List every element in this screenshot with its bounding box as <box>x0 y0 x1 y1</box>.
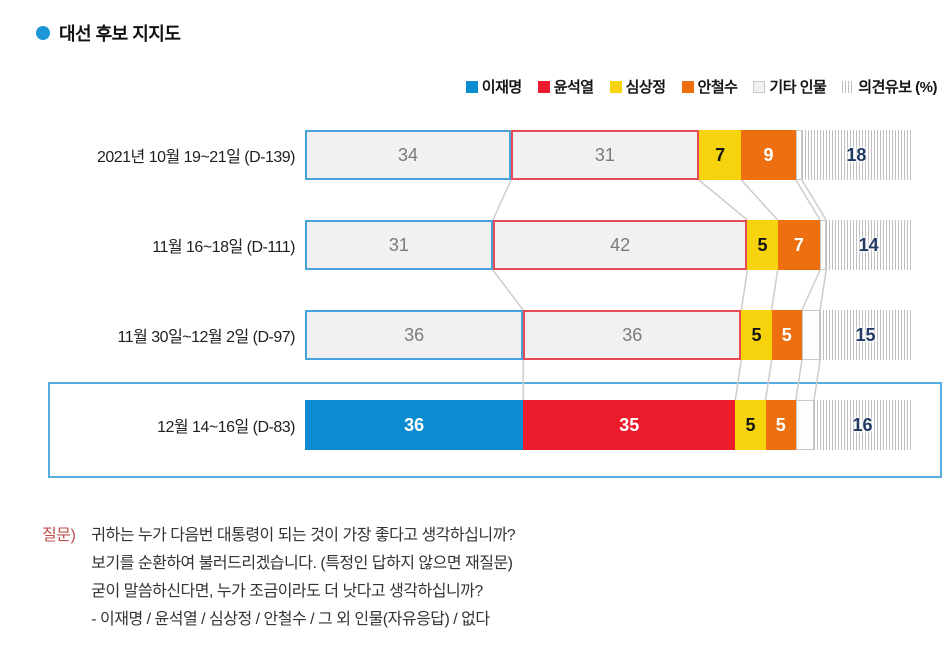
legend-item-yoon-suk-yeol: 윤석열 <box>537 76 594 97</box>
chart-header: 대선 후보 지지도 <box>36 20 181 46</box>
segment-yoon-suk-yeol: 35 <box>523 400 736 450</box>
legend-swatch-sim-sang-jung <box>609 80 622 93</box>
legend-item-undecided: 의견유보 (%) <box>842 76 937 97</box>
row-label: 2021년 10월 19~21일 (D-139) <box>96 149 296 166</box>
connector-line <box>813 359 821 401</box>
connector-line <box>801 269 821 311</box>
legend-item-lee-jae-myung: 이재명 <box>465 76 522 97</box>
segment-value: 42 <box>610 234 631 255</box>
segment-value: 36 <box>404 414 425 435</box>
legend-item-ahn-cheol-soo: 안철수 <box>681 76 738 97</box>
question-block: 질문) 귀하는 누가 다음번 대통령이 되는 것이 가장 좋다고 생각하십니까?… <box>42 522 516 634</box>
segment-undecided: 14 <box>826 220 911 270</box>
connector-line <box>819 269 827 311</box>
segment-value: 5 <box>745 414 756 435</box>
segment-ahn-cheol-soo: 9 <box>741 130 796 180</box>
connector-line <box>795 179 821 221</box>
segment-value: 9 <box>763 144 774 165</box>
segment-value: 31 <box>388 234 409 255</box>
segment-sim-sang-jung: 5 <box>735 400 766 450</box>
segment-value: 7 <box>715 144 726 165</box>
segment-undecided: 16 <box>814 400 911 450</box>
segment-ahn-cheol-soo: 7 <box>777 220 821 270</box>
legend-swatch-other-person <box>753 80 766 93</box>
segment-lee-jae-myung: 34 <box>305 130 511 180</box>
connector-line <box>492 269 524 311</box>
legend-item-sim-sang-jung: 심상정 <box>609 76 666 97</box>
bullet-icon <box>36 26 50 40</box>
segment-yoon-suk-yeol: 31 <box>511 130 699 180</box>
row-label: 11월 30일~12월 2일 (D-97) <box>117 329 296 346</box>
segment-value: 15 <box>855 324 876 345</box>
connector-line <box>795 359 803 401</box>
segment-undecided: 18 <box>801 130 911 180</box>
question-prefix: 질문) <box>42 527 76 544</box>
segment-value: 5 <box>757 234 768 255</box>
legend-label: 윤석열 <box>553 79 594 96</box>
segment-value: 31 <box>594 144 615 165</box>
segment-value: 5 <box>781 324 792 345</box>
segment-value: 34 <box>397 144 419 165</box>
question-line: 귀하는 누가 다음번 대통령이 되는 것이 가장 좋다고 생각하십니까? <box>91 527 516 544</box>
segment-yoon-suk-yeol: 42 <box>492 220 748 270</box>
segment-sim-sang-jung: 7 <box>698 130 742 180</box>
legend-label: 기타 인물 <box>769 79 827 96</box>
segment-value: 7 <box>793 234 804 255</box>
segment-value: 18 <box>846 144 867 165</box>
legend: 이재명 윤석열 심상정 안철수 기타 인물 의견유보 (%) <box>0 76 937 97</box>
connector-line <box>764 359 773 401</box>
segment-undecided: 15 <box>820 310 911 360</box>
segment-lee-jae-myung: 31 <box>305 220 493 270</box>
segment-other-person <box>820 220 827 270</box>
segment-yoon-suk-yeol: 36 <box>523 310 742 360</box>
segment-value: 5 <box>751 324 762 345</box>
segment-value: 36 <box>404 324 425 345</box>
segment-other-person <box>795 400 815 450</box>
segment-ahn-cheol-soo: 5 <box>765 400 796 450</box>
connector-line <box>734 359 743 401</box>
row-label: 11월 16~18일 (D-111) <box>152 239 295 256</box>
segment-lee-jae-myung: 36 <box>305 310 524 360</box>
segment-sim-sang-jung: 5 <box>747 220 778 270</box>
question-line: - 이재명 / 윤석열 / 심상정 / 안철수 / 그 외 인물(자유응답) /… <box>91 611 490 628</box>
connector-line <box>492 179 512 221</box>
legend-swatch-ahn-cheol-soo <box>681 80 694 93</box>
row-label: 12월 14~16일 (D-83) <box>157 419 295 436</box>
segment-sim-sang-jung: 5 <box>741 310 772 360</box>
legend-label: 의견유보 (%) <box>858 79 937 96</box>
connector-line <box>740 179 779 221</box>
connector-line <box>740 269 749 311</box>
segment-other-person <box>795 130 802 180</box>
connector-line <box>770 269 779 311</box>
legend-swatch-yoon-suk-yeol <box>537 80 550 93</box>
legend-label: 이재명 <box>481 79 522 96</box>
segment-value: 35 <box>619 414 640 435</box>
question-line: 굳이 말씀하신다면, 누가 조금이라도 더 낫다고 생각하십니까? <box>91 583 483 600</box>
legend-label: 심상정 <box>625 79 666 96</box>
segment-value: 14 <box>858 234 879 255</box>
legend-swatch-undecided <box>842 80 855 93</box>
legend-item-other-person: 기타 인물 <box>753 76 827 97</box>
segment-lee-jae-myung: 36 <box>305 400 524 450</box>
connector-line <box>801 179 827 221</box>
question-lines: 귀하는 누가 다음번 대통령이 되는 것이 가장 좋다고 생각하십니까? 보기를… <box>91 522 515 634</box>
segment-value: 16 <box>852 414 873 435</box>
connector-line <box>698 179 748 221</box>
question-line: 보기를 순환하여 불러드리겠습니다. (특정인 답하지 않으면 재질문) <box>91 555 513 572</box>
legend-swatch-lee-jae-myung <box>465 80 478 93</box>
chart-title: 대선 후보 지지도 <box>59 24 181 44</box>
segment-value: 5 <box>775 414 786 435</box>
segment-ahn-cheol-soo: 5 <box>771 310 802 360</box>
segment-other-person <box>801 310 821 360</box>
legend-label: 안철수 <box>697 79 738 96</box>
segment-value: 36 <box>622 324 643 345</box>
